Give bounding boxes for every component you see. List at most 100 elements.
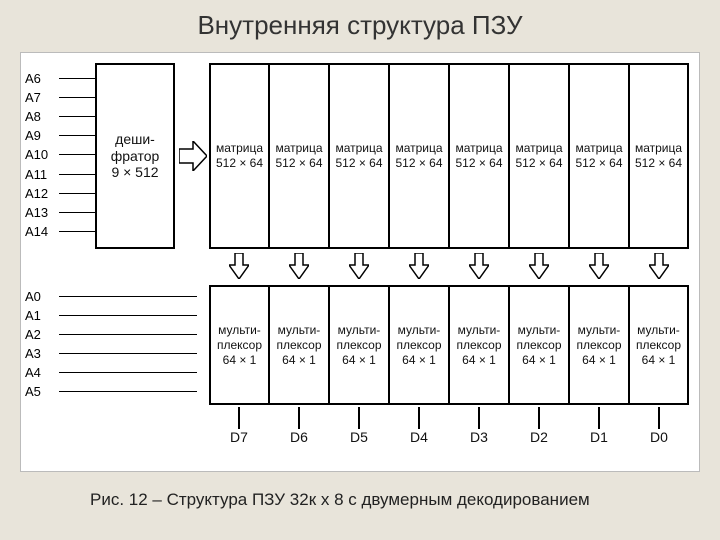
addr-top-a13: A13 [25, 203, 95, 221]
addr-top-a6: A6 [25, 70, 95, 88]
output-label: D5 [350, 429, 368, 445]
addr-top-a10: A10 [25, 146, 95, 164]
mux-block-4: мульти-плексор64 × 1 [449, 285, 509, 405]
output-label: D1 [590, 429, 608, 445]
mux-line2: плексор [330, 338, 388, 353]
matrix-block-5: матрица512 × 64 [509, 63, 569, 249]
mux-size: 64 × 1 [330, 353, 388, 368]
matrix-row: матрица512 × 64матрица512 × 64матрица512… [209, 63, 689, 249]
addr-line [59, 334, 197, 335]
page-title: Внутренняя структура ПЗУ [0, 0, 720, 41]
output-line [658, 407, 660, 429]
output-d3: D3 [449, 407, 509, 445]
addr-line [59, 315, 197, 316]
matrix-size: 512 × 64 [510, 156, 568, 171]
arrow-down-icon [409, 253, 429, 279]
mux-size: 64 × 1 [570, 353, 628, 368]
output-label: D6 [290, 429, 308, 445]
decoder-block: деши- фратор 9 × 512 [95, 63, 175, 249]
mux-block-2: мульти-плексор64 × 1 [329, 285, 389, 405]
mux-size: 64 × 1 [510, 353, 568, 368]
mux-size: 64 × 1 [211, 353, 268, 368]
addr-label: A12 [25, 186, 55, 201]
arrow-down-icon [469, 253, 489, 279]
matrix-size: 512 × 64 [390, 156, 448, 171]
addr-bot-a1: A1 [25, 307, 197, 325]
arrow-down-icon [649, 253, 669, 279]
mux-line1: мульти- [450, 323, 508, 338]
matrix-size: 512 × 64 [630, 156, 687, 171]
arrow-down-icon [589, 253, 609, 279]
mux-line2: плексор [450, 338, 508, 353]
down-arrow-4 [449, 253, 509, 281]
mux-size: 64 × 1 [450, 353, 508, 368]
arrow-down-icon [529, 253, 549, 279]
output-line [538, 407, 540, 429]
mux-size: 64 × 1 [630, 353, 687, 368]
addr-line [59, 78, 95, 79]
addr-line [59, 231, 95, 232]
matrix-label: матрица [211, 141, 268, 156]
addr-line [59, 154, 95, 155]
addr-line [59, 97, 95, 98]
mux-block-5: мульти-плексор64 × 1 [509, 285, 569, 405]
addr-line [59, 391, 197, 392]
addr-line [59, 193, 95, 194]
mux-row: мульти-плексор64 × 1мульти-плексор64 × 1… [209, 285, 689, 405]
matrix-size: 512 × 64 [211, 156, 268, 171]
addr-bot-a5: A5 [25, 383, 197, 401]
mux-block-0: мульти-плексор64 × 1 [209, 285, 269, 405]
mux-line1: мульти- [330, 323, 388, 338]
mux-block-7: мульти-плексор64 × 1 [629, 285, 689, 405]
matrix-block-3: матрица512 × 64 [389, 63, 449, 249]
matrix-block-1: матрица512 × 64 [269, 63, 329, 249]
addr-top-a7: A7 [25, 89, 95, 107]
down-arrow-1 [269, 253, 329, 281]
diagram-panel: A6A7A8A9A10A11A12A13A14 деши- фратор 9 ×… [20, 52, 700, 472]
output-label: D7 [230, 429, 248, 445]
addr-line [59, 212, 95, 213]
mux-line2: плексор [570, 338, 628, 353]
mux-size: 64 × 1 [270, 353, 328, 368]
addr-bot-a3: A3 [25, 345, 197, 363]
output-label: D2 [530, 429, 548, 445]
matrix-block-4: матрица512 × 64 [449, 63, 509, 249]
mux-line2: плексор [630, 338, 687, 353]
output-label: D0 [650, 429, 668, 445]
addr-label: A9 [25, 128, 55, 143]
addr-label: A2 [25, 327, 55, 342]
matrix-label: матрица [570, 141, 628, 156]
mux-line1: мульти- [510, 323, 568, 338]
addr-label: A0 [25, 289, 55, 304]
addr-label: A1 [25, 308, 55, 323]
addr-label: A4 [25, 365, 55, 380]
addr-label: A13 [25, 205, 55, 220]
addr-line [59, 174, 95, 175]
down-arrows-row [209, 253, 689, 281]
decoder-line1: деши- [115, 131, 155, 148]
output-d4: D4 [389, 407, 449, 445]
matrix-label: матрица [390, 141, 448, 156]
figure-caption: Рис. 12 – Структура ПЗУ 32к х 8 с двумер… [90, 490, 590, 510]
addr-label: A6 [25, 71, 55, 86]
matrix-size: 512 × 64 [570, 156, 628, 171]
addr-line [59, 135, 95, 136]
matrix-label: матрица [630, 141, 687, 156]
addr-label: A3 [25, 346, 55, 361]
addr-top-a12: A12 [25, 184, 95, 202]
output-line [298, 407, 300, 429]
decoder-size: 9 × 512 [111, 164, 158, 181]
addr-bot-column: A0 A1 A2 A3 A4 A5 [25, 287, 197, 401]
output-line [598, 407, 600, 429]
output-row: D7 D6 D5 D4D3 D2 D1 D0 [209, 407, 689, 445]
addr-line [59, 372, 197, 373]
matrix-size: 512 × 64 [330, 156, 388, 171]
arrow-down-icon [289, 253, 309, 279]
down-arrow-7 [629, 253, 689, 281]
mux-block-3: мульти-плексор64 × 1 [389, 285, 449, 405]
addr-label: A8 [25, 109, 55, 124]
addr-line [59, 353, 197, 354]
matrix-block-0: матрица512 × 64 [209, 63, 269, 249]
down-arrow-3 [389, 253, 449, 281]
mux-line2: плексор [270, 338, 328, 353]
